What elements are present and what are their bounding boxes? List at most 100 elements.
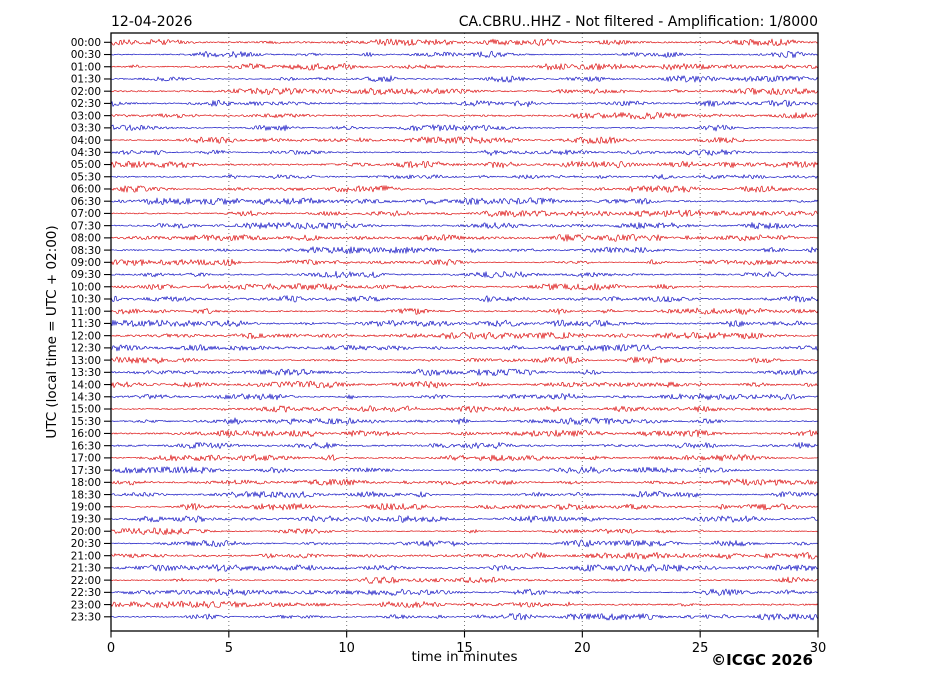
y-tick-label-1400: 14:00 [71, 379, 101, 391]
y-tick-label-2030: 20:30 [71, 538, 101, 550]
y-tick-label-0630: 06:30 [71, 196, 101, 208]
trace-row-1100 [110, 307, 819, 315]
trace-row-2000 [110, 527, 819, 535]
y-tick-label-1530: 15:30 [71, 416, 101, 428]
y-tick-label-0600: 06:00 [71, 184, 101, 196]
trace-row-0230 [110, 99, 819, 108]
trace-row-1630 [110, 441, 819, 450]
trace-row-0330 [110, 124, 819, 132]
x-axis-label: time in minutes [411, 649, 517, 665]
trace-row-0900 [110, 258, 819, 266]
y-tick-label-1000: 10:00 [71, 281, 101, 293]
trace-row-0000 [110, 38, 819, 47]
trace-row-0830 [110, 246, 819, 254]
trace-row-2300 [110, 600, 819, 609]
y-tick-label-1230: 12:30 [71, 343, 101, 355]
trace-row-1000 [110, 283, 819, 291]
trace-row-0100 [110, 63, 819, 71]
trace-row-0630 [110, 197, 819, 205]
trace-row-1730 [110, 466, 819, 474]
y-tick-label-1130: 11:30 [71, 318, 101, 330]
x-tick-label-20: 20 [574, 641, 591, 656]
trace-row-0400 [110, 136, 819, 144]
trace-row-1130 [110, 319, 819, 328]
y-tick-label-1430: 14:30 [71, 391, 101, 403]
x-tick-label-15: 15 [456, 641, 473, 656]
trace-row-0730 [110, 221, 819, 230]
trace-row-0030 [110, 50, 819, 59]
x-tick-layer: 0 5 10 15 20 25 30 [107, 631, 826, 656]
y-tick-label-0130: 01:30 [71, 74, 101, 86]
y-tick-label-0500: 05:00 [71, 159, 101, 171]
y-tick-label-1030: 10:30 [71, 294, 101, 306]
y-tick-label-1800: 18:00 [71, 477, 101, 489]
y-tick-label-1900: 19:00 [71, 501, 101, 513]
y-tick-label-0030: 00:30 [71, 49, 101, 61]
trace-row-1900 [110, 503, 819, 511]
trace-row-2230 [110, 588, 819, 596]
x-tick-label-0: 0 [107, 641, 115, 656]
y-tick-label-0330: 03:30 [71, 123, 101, 135]
station-title: CA.CBRU..HHZ - Not filtered - Amplificat… [459, 14, 818, 30]
gridline-layer [228, 33, 701, 631]
y-tick-label-1100: 11:00 [71, 306, 101, 318]
y-tick-label-1200: 12:00 [71, 330, 101, 342]
trace-row-1300 [110, 356, 819, 364]
y-tick-label-0930: 09:30 [71, 269, 101, 281]
y-tick-label-0900: 09:00 [71, 257, 101, 269]
y-tick-label-1700: 17:00 [71, 453, 101, 465]
y-tick-label-1730: 17:30 [71, 465, 101, 477]
y-tick-label-1330: 13:30 [71, 367, 101, 379]
y-tick-label-2330: 23:30 [71, 612, 101, 624]
x-tick-label-25: 25 [692, 641, 709, 656]
date-title: 12-04-2026 [111, 14, 192, 30]
trace-row-1830 [110, 491, 819, 499]
x-tick-label-10: 10 [338, 641, 355, 656]
y-tick-label-0530: 05:30 [71, 171, 101, 183]
copyright: ©ICGC 2026 [711, 651, 813, 669]
y-tick-label-0000: 00:00 [71, 37, 101, 49]
y-tick-label-0300: 03:00 [71, 110, 101, 122]
trace-row-0930 [110, 270, 819, 279]
plot-frame [110, 32, 819, 632]
trace-row-0500 [110, 160, 819, 169]
trace-row-0130 [110, 75, 819, 83]
y-tick-label-0230: 02:30 [71, 98, 101, 110]
y-tick-layer: 00:0000:3001:0001:3002:0002:3003:0003:30… [71, 37, 111, 624]
trace-row-1500 [110, 405, 819, 413]
trace-row-0700 [110, 209, 819, 218]
trace-layer [110, 38, 819, 621]
trace-row-0530 [110, 173, 819, 180]
trace-row-1400 [110, 380, 819, 389]
y-tick-label-1630: 16:30 [71, 440, 101, 452]
x-tick-label-30: 30 [810, 641, 827, 656]
y-tick-label-1500: 15:00 [71, 404, 101, 416]
y-tick-label-0800: 08:00 [71, 233, 101, 245]
y-tick-label-1300: 13:00 [71, 355, 101, 367]
trace-row-1600 [110, 429, 819, 438]
trace-row-2130 [110, 564, 819, 572]
trace-row-1330 [110, 368, 819, 377]
trace-row-1200 [110, 331, 819, 340]
trace-row-1930 [110, 515, 819, 523]
trace-row-0300 [110, 112, 819, 120]
y-tick-label-0400: 04:00 [71, 135, 101, 147]
y-tick-label-2230: 22:30 [71, 587, 101, 599]
y-tick-label-2000: 20:00 [71, 526, 101, 538]
x-tick-label-5: 5 [225, 641, 233, 656]
y-tick-label-1830: 18:30 [71, 489, 101, 501]
trace-row-1030 [110, 295, 819, 303]
trace-row-2200 [110, 576, 819, 584]
trace-row-0800 [110, 234, 819, 242]
y-tick-label-0830: 08:30 [71, 245, 101, 257]
y-tick-label-2130: 21:30 [71, 563, 101, 575]
trace-row-0430 [110, 149, 819, 156]
y-tick-label-0700: 07:00 [71, 208, 101, 220]
y-tick-label-2200: 22:00 [71, 575, 101, 587]
y-tick-label-2300: 23:00 [71, 599, 101, 611]
trace-row-1700 [110, 454, 819, 462]
trace-row-2330 [110, 613, 819, 621]
y-tick-label-0100: 01:00 [71, 61, 101, 73]
trace-row-1430 [110, 393, 819, 401]
trace-row-0600 [110, 185, 819, 193]
